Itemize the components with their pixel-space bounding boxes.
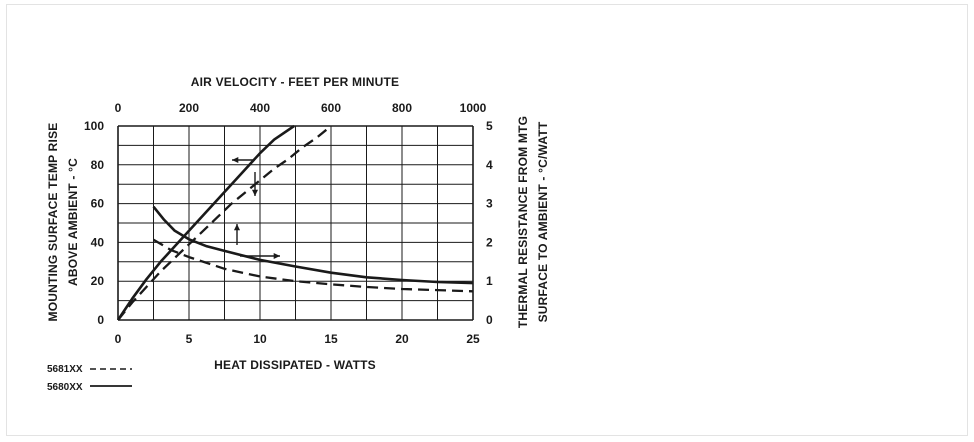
left-axis-ticks: 0 20 40 60 80 100: [84, 119, 104, 327]
right-tick-label: 5: [486, 119, 493, 133]
legend: 5681XX 5680XX: [47, 364, 132, 393]
right-tick-label: 0: [486, 313, 493, 327]
figure-frame: [6, 4, 968, 436]
bottom-tick-label: 5: [186, 332, 193, 346]
bottom-tick-label: 15: [324, 332, 338, 346]
left-tick-label: 20: [91, 274, 105, 288]
top-tick-label: 600: [321, 101, 341, 115]
bottom-tick-label: 25: [466, 332, 480, 346]
left-axis-title-line2: ABOVE AMBIENT - °C: [66, 158, 80, 286]
right-axis-ticks: 0 1 2 3 4 5: [486, 119, 493, 327]
bottom-tick-label: 10: [253, 332, 267, 346]
bottom-axis-ticks: 0 5 10 15 20 25: [115, 332, 480, 346]
top-tick-label: 0: [115, 101, 122, 115]
right-tick-label: 2: [486, 235, 493, 249]
right-tick-label: 1: [486, 274, 493, 288]
left-tick-label: 100: [84, 119, 104, 133]
series-line-5681xx-resistance: [152, 238, 474, 293]
left-tick-label: 80: [91, 158, 105, 172]
top-axis-title: AIR VELOCITY - FEET PER MINUTE: [191, 75, 399, 89]
series-line-5680xx-temp: [116, 124, 295, 321]
right-axis-title-line2: SURFACE TO AMBIENT - °C/WATT: [536, 121, 550, 322]
legend-label-5680xx: 5680XX: [47, 382, 83, 393]
bottom-tick-label: 20: [395, 332, 409, 346]
left-axis-title-line1: MOUNTING SURFACE TEMP RISE: [46, 123, 60, 322]
top-tick-label: 1000: [460, 101, 487, 115]
axis-pointer-arrows: [232, 156, 280, 260]
top-tick-label: 200: [179, 101, 199, 115]
top-tick-label: 800: [392, 101, 412, 115]
right-tick-label: 3: [486, 197, 493, 211]
left-tick-label: 60: [91, 197, 105, 211]
arrow-to-bottom-axis-head: [251, 189, 259, 196]
legend-label-5681xx: 5681XX: [47, 364, 83, 375]
bottom-axis-title: HEAT DISSIPATED - WATTS: [214, 358, 376, 372]
chart-grid: [117, 125, 474, 321]
right-axis-title-line1: THERMAL RESISTANCE FROM MTG: [516, 116, 530, 328]
series-line-5680xx-resistance: [152, 205, 474, 285]
bottom-tick-label: 0: [115, 332, 122, 346]
arrow-to-left-axis-head: [232, 156, 239, 164]
arrow-to-top-axis-head: [233, 224, 241, 231]
left-tick-label: 0: [97, 313, 104, 327]
arrow-to-right-axis-head: [273, 252, 280, 260]
left-tick-label: 40: [91, 235, 105, 249]
series-line-5681xx-temp: [117, 125, 332, 321]
right-tick-label: 4: [486, 158, 493, 172]
top-axis-ticks: 0 200 400 600 800 1000: [115, 101, 487, 115]
top-tick-label: 400: [250, 101, 270, 115]
chart-series: [116, 124, 474, 321]
